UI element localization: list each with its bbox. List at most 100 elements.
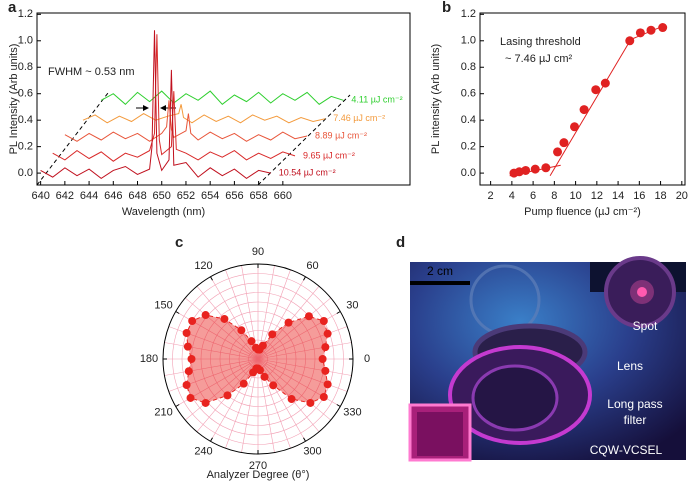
y-tick-label: 0.6 xyxy=(18,88,33,100)
x-tick-label: 20 xyxy=(676,190,688,202)
x-tick-label: 8 xyxy=(551,190,557,202)
x-tick-label: 12 xyxy=(591,190,603,202)
ring xyxy=(181,282,335,436)
data-point xyxy=(268,330,277,339)
tick-mark xyxy=(336,404,341,407)
data-point xyxy=(182,380,191,389)
data-point xyxy=(186,393,195,402)
data-point xyxy=(600,78,610,88)
series-label: 4.11 µJ cm⁻² xyxy=(351,95,402,105)
angle-label: 30 xyxy=(346,299,358,311)
tick-mark xyxy=(336,311,341,314)
tick-mark xyxy=(210,276,213,281)
angle-label: 0 xyxy=(364,353,370,365)
data-point xyxy=(635,28,645,38)
tick-mark xyxy=(303,437,306,442)
x-tick-label: 2 xyxy=(488,190,494,202)
ring xyxy=(229,330,287,388)
x-axis-label: Analyzer Degree (θ°) xyxy=(207,469,310,481)
y-tick-label: 0.8 xyxy=(18,61,33,73)
data-point xyxy=(319,317,328,325)
data-point xyxy=(284,318,293,327)
guide-line xyxy=(257,94,351,186)
x-tick-label: 658 xyxy=(249,190,267,202)
data-point xyxy=(646,25,656,35)
data-point xyxy=(541,163,551,173)
plot-frame xyxy=(36,12,411,186)
annotation: Lasing threshold xyxy=(500,36,581,48)
photo-label: Lens xyxy=(617,359,643,373)
tick-mark xyxy=(210,437,213,442)
angle-label: 300 xyxy=(303,446,321,458)
data-point xyxy=(252,343,261,352)
y-tick-label: 0.4 xyxy=(18,114,33,126)
photo-label: filter xyxy=(624,413,647,427)
data-point xyxy=(318,355,327,363)
y-tick-label: 1.0 xyxy=(18,35,33,47)
x-tick-label: 644 xyxy=(80,190,98,202)
y-tick-label: 1.0 xyxy=(461,35,476,47)
y-tick-label: 0.2 xyxy=(461,141,476,153)
data-point xyxy=(304,312,313,321)
ring xyxy=(200,301,316,417)
ring xyxy=(238,339,278,379)
annotation: ~ 7.46 µJ cm² xyxy=(505,53,573,65)
spectrum-line xyxy=(52,34,296,162)
ring xyxy=(219,320,297,398)
angle-label: 270 xyxy=(249,460,267,472)
angle-label: 330 xyxy=(343,406,361,418)
x-tick-label: 660 xyxy=(274,190,292,202)
x-tick-label: 654 xyxy=(201,190,219,202)
data-point xyxy=(260,372,269,381)
scale-bar-label: 2 cm xyxy=(427,264,453,278)
ring xyxy=(210,311,306,407)
data-point xyxy=(521,165,531,175)
panel-label: d xyxy=(396,234,405,251)
series-label: 7.46 µJ cm⁻² xyxy=(333,113,385,123)
y-tick-label: 0.8 xyxy=(461,61,476,73)
data-point xyxy=(321,343,330,352)
data-point xyxy=(591,85,601,95)
x-tick-label: 14 xyxy=(612,190,624,202)
x-tick-label: 10 xyxy=(569,190,581,202)
data-point xyxy=(255,366,264,375)
data-point xyxy=(321,366,330,375)
area xyxy=(186,314,329,404)
data-point xyxy=(187,355,196,363)
y-tick-label: 0.2 xyxy=(18,141,33,153)
x-tick-label: 652 xyxy=(177,190,195,202)
data-point xyxy=(559,138,569,148)
photo-label: Long pass xyxy=(607,397,662,411)
data-point xyxy=(184,367,193,376)
angle-label: 150 xyxy=(154,299,172,311)
data-point xyxy=(323,380,332,389)
tick-mark xyxy=(303,276,306,281)
y-tick-label: 0.0 xyxy=(18,167,33,179)
data-point xyxy=(570,122,580,132)
panel-label: a xyxy=(8,0,17,16)
data-point xyxy=(247,337,256,346)
x-tick-label: 642 xyxy=(56,190,74,202)
spectrum-line xyxy=(40,30,271,180)
angle-label: 60 xyxy=(306,260,318,272)
panel-label: c xyxy=(175,234,183,251)
data-point xyxy=(319,393,328,401)
data-point xyxy=(223,391,232,400)
y-axis-label: PL Intensity (Arb units) xyxy=(8,44,20,155)
angle-label: 90 xyxy=(252,246,264,258)
x-tick-label: 650 xyxy=(153,190,171,202)
data-point xyxy=(553,147,563,157)
data-point xyxy=(306,398,315,407)
spectrum-line xyxy=(64,100,308,142)
y-tick-label: 0.4 xyxy=(461,114,476,126)
tick-mark xyxy=(175,404,180,407)
spectrum-line xyxy=(82,104,326,124)
y-tick-label: 0.0 xyxy=(461,167,476,179)
series-label: 9.65 µJ cm⁻² xyxy=(303,150,355,160)
photo-label: CQW-VCSEL xyxy=(590,443,663,457)
x-axis-label: Wavelength (nm) xyxy=(122,206,205,218)
data-point xyxy=(239,379,248,388)
angle-label: 240 xyxy=(194,446,212,458)
spectrum-line xyxy=(100,90,344,105)
